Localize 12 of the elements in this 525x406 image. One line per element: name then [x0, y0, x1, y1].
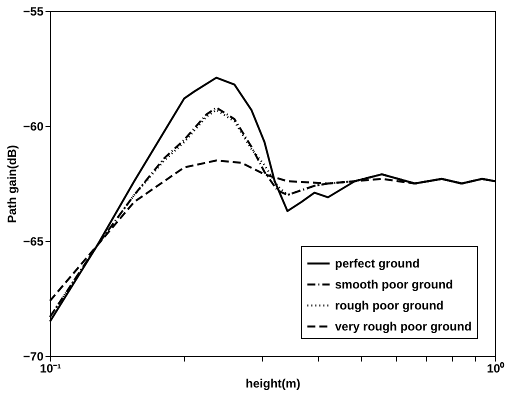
y-tick-label: −55 [23, 4, 44, 18]
legend-label: perfect ground [335, 256, 420, 270]
y-tick-label: −65 [23, 234, 44, 248]
y-tick-label: −60 [23, 120, 44, 134]
legend-label: rough poor ground [335, 298, 444, 312]
x-tick-label: 10⁰ [486, 362, 506, 376]
legend-label: very rough poor ground [335, 320, 472, 334]
legend-label: smooth poor ground [335, 278, 453, 292]
x-tick-label: 10⁻¹ [40, 362, 62, 376]
y-axis-title: Path gain(dB) [5, 145, 20, 223]
x-axis-title: height(m) [246, 376, 300, 390]
y-tick-label: −70 [23, 350, 44, 364]
